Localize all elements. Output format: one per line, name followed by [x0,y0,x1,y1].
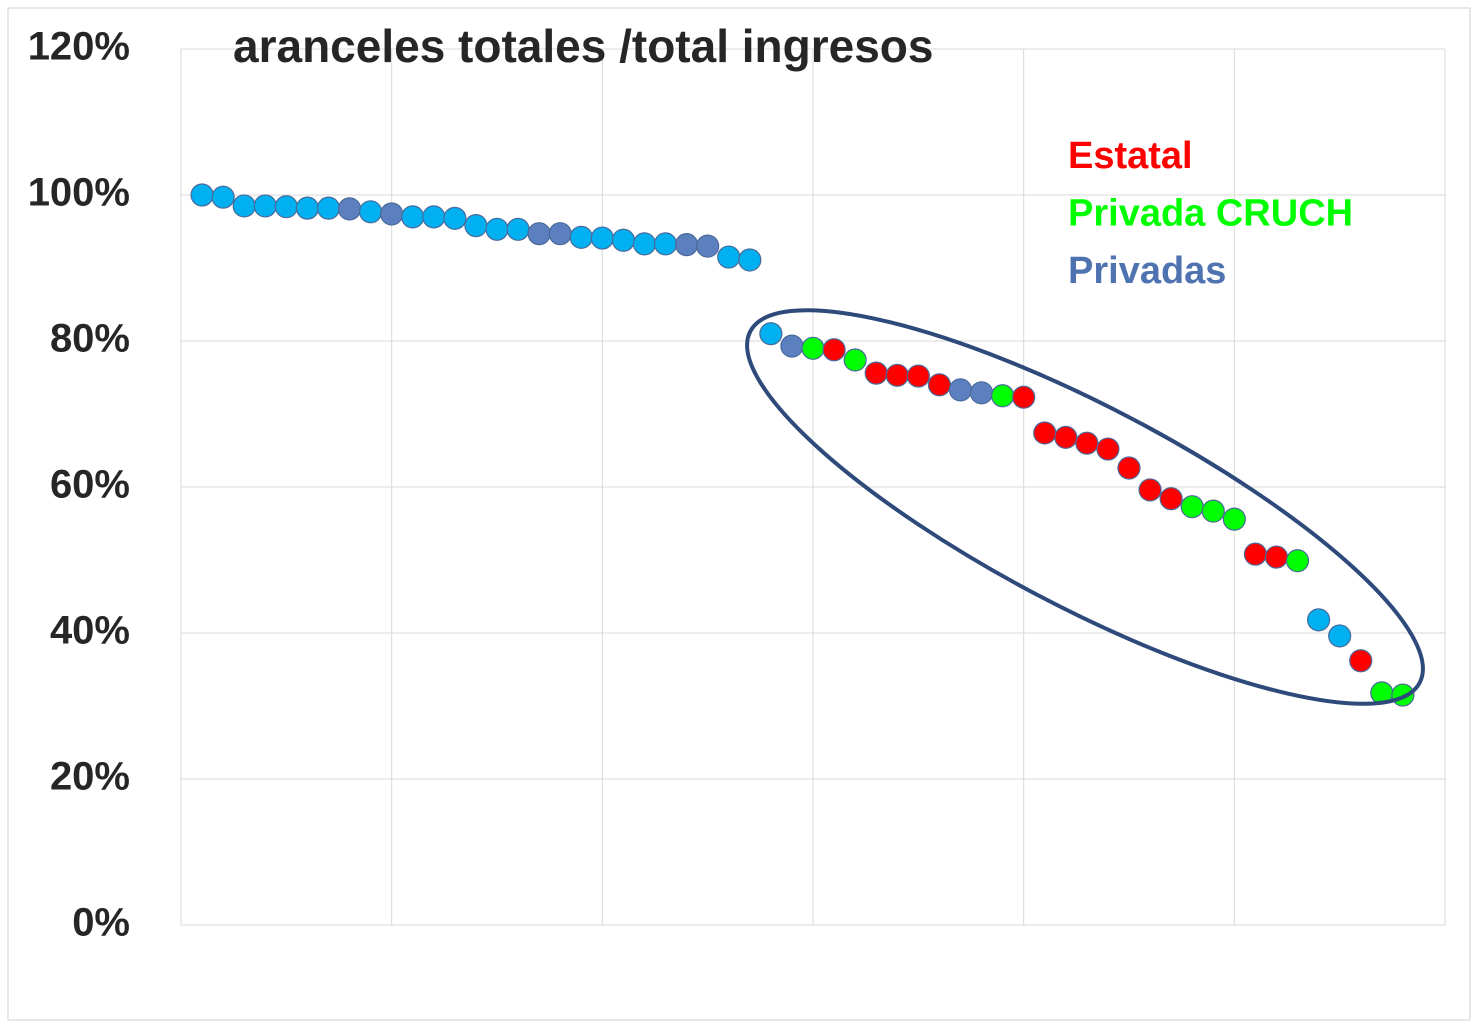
point [780,334,804,358]
grid [180,48,1446,926]
point [401,205,425,229]
point [1222,507,1246,531]
point [590,226,614,250]
point [443,206,467,230]
point [527,222,551,246]
point [359,200,383,224]
point [569,225,593,249]
point [990,384,1015,408]
point [190,183,214,207]
point [885,363,909,387]
point [653,232,678,256]
chart-border [7,7,1471,1021]
legend-entry: Privada CRUCH [1068,193,1353,235]
point [632,232,657,256]
marks [190,183,1415,707]
point [1096,437,1120,461]
point [1033,421,1057,445]
point [316,196,341,220]
point [1349,649,1373,673]
point [1201,499,1225,523]
point [1138,478,1162,502]
point [1328,624,1352,648]
y-tick-label: 40% [50,609,130,653]
point [738,248,762,272]
point [211,185,235,209]
point [1159,487,1183,511]
y-tick-label: 60% [50,463,130,507]
y-tick-label: 20% [50,755,130,799]
point [253,194,277,218]
point [1012,385,1036,409]
chart-title: aranceles totales /total ingresos [233,20,934,72]
point [1054,425,1078,449]
y-tick-label: 0% [72,901,130,945]
point [1117,456,1141,480]
point [548,222,572,246]
y-tick-label: 100% [28,171,130,215]
point [843,348,867,372]
point [506,217,530,241]
point [822,338,846,362]
point [1306,608,1331,632]
point [611,228,636,252]
point [906,364,930,388]
point [864,361,888,385]
point [422,205,446,229]
legend-entry: Estatal [1068,135,1193,177]
point [969,381,994,405]
y-tick-label: 120% [28,25,130,69]
point [1243,542,1268,566]
point [759,322,783,346]
point [1285,549,1310,573]
point [1264,545,1289,569]
point [464,214,488,238]
point [717,245,741,269]
point [232,194,256,218]
y-tick-label: 80% [50,317,130,361]
legend-entry: Privadas [1068,250,1226,292]
point [295,196,319,220]
point [380,202,404,226]
point [801,336,825,360]
point [337,197,362,221]
point [948,378,973,402]
point [674,233,699,257]
point [485,217,509,241]
highlight-ellipse [745,308,1425,706]
point [1075,431,1099,455]
point [696,234,720,258]
point [1180,495,1204,519]
point [927,373,952,397]
point [274,195,298,219]
